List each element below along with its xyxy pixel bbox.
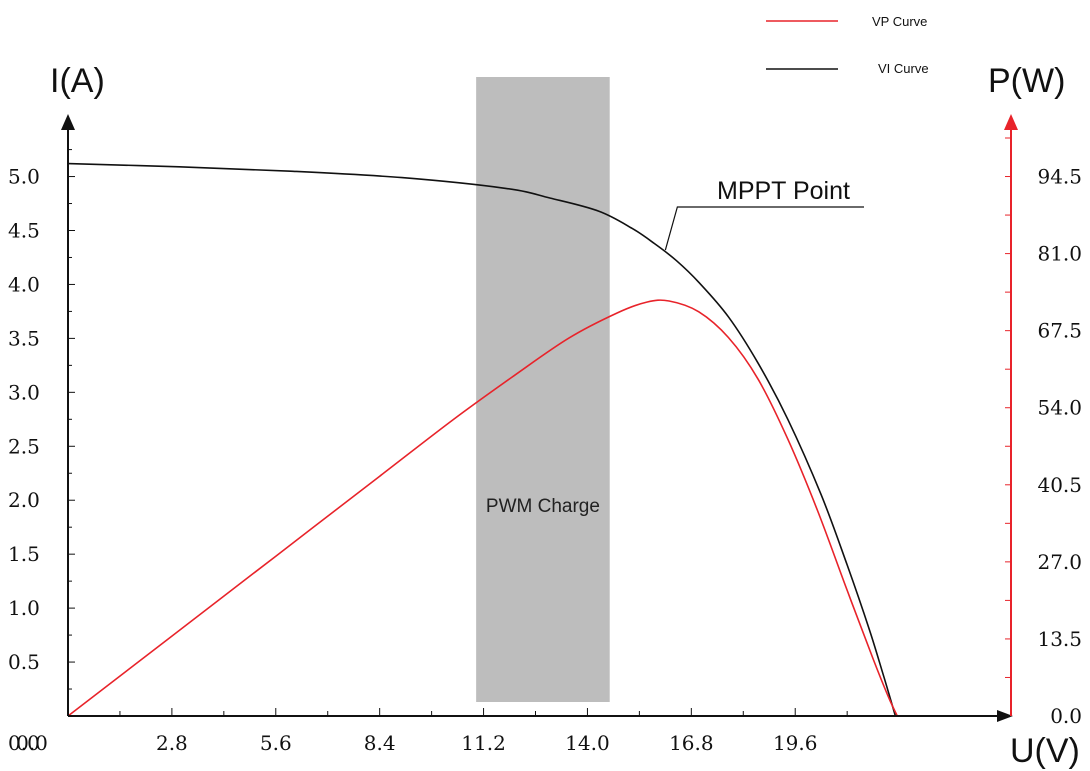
legend: VP Curve VI Curve [766,14,929,76]
left-y-tick-label: 1.5 [8,542,40,566]
x-tick-label: 0.0 [16,731,48,755]
right-axis-title: P(W) [988,62,1065,100]
right-y-tick-label: 54.0 [1037,396,1082,420]
pwm-charge-label: PWM Charge [486,496,600,517]
series-layer [67,162,899,717]
pwm-charge-band [476,77,610,702]
right-y-tick-label: 81.0 [1037,242,1082,266]
series-line-vp-curve [67,299,899,717]
right-y-tick-label: 94.5 [1037,165,1082,189]
right-y-axis-arrow [1004,114,1018,130]
mppt-point-label: MPPT Point [717,177,850,205]
mppt-leader-line [664,206,864,251]
legend-label-vi: VI Curve [878,61,929,76]
x-axis-title: U(V) [1010,732,1080,770]
x-tick-label: 19.6 [773,731,818,755]
tick-labels: 0.0 2.8 5.6 8.4 11.2 14.0 16.8 19.6 0.0 0.5 1.0 1.5… [8,165,1082,755]
axes [61,114,1018,722]
x-tick-label: 16.8 [669,731,714,755]
left-y-tick-label: 4.5 [8,218,40,242]
right-y-tick-label: 67.5 [1037,319,1082,343]
x-tick-label: 5.6 [260,731,292,755]
right-y-tick-label: 0.0 [1050,704,1082,728]
x-tick-label: 2.8 [156,731,188,755]
left-y-tick-label: 0.0 [8,731,40,755]
right-y-tick-label: 13.5 [1037,627,1082,651]
left-y-tick-label: 4.0 [8,272,40,296]
x-tick-label: 11.2 [461,731,506,755]
left-axis-title: I(A) [50,62,105,100]
series-line-vi-curve [67,162,897,717]
left-y-tick-label: 2.5 [8,434,40,458]
mppt-annotation: MPPT Point [664,177,864,251]
left-y-tick-label: 5.0 [8,165,40,189]
x-axis-arrow [997,710,1013,722]
right-y-tick-label: 40.5 [1037,473,1082,497]
x-tick-label: 8.4 [364,731,396,755]
left-y-tick-label: 3.0 [8,380,40,404]
left-y-tick-label: 2.0 [8,488,40,512]
legend-label-vp: VP Curve [872,14,927,29]
pwm-charge-region: PWM Charge [476,77,610,702]
left-y-tick-label: 0.5 [8,650,40,674]
axis-ticks [68,137,1011,716]
right-y-tick-label: 27.0 [1037,550,1082,574]
left-y-tick-label: 1.0 [8,596,40,620]
x-tick-label: 14.0 [565,731,610,755]
left-y-tick-label: 3.5 [8,326,40,350]
left-y-axis-arrow [61,114,75,130]
